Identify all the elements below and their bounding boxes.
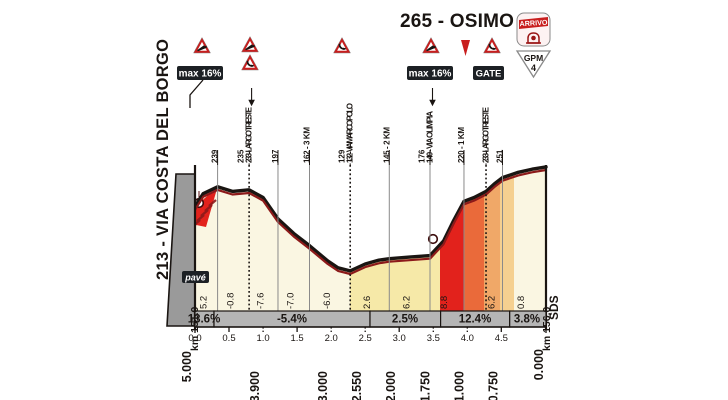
svg-text:239: 239 [211, 149, 220, 163]
svg-text:3.0: 3.0 [393, 333, 406, 344]
svg-text:251: 251 [496, 149, 505, 163]
svg-text:2.6: 2.6 [362, 296, 373, 309]
svg-text:6.2: 6.2 [402, 296, 413, 309]
svg-text:149 - VIA OLIMPIA: 149 - VIA OLIMPIA [426, 111, 435, 163]
svg-text:1.0: 1.0 [256, 333, 269, 344]
svg-text:233 - LARGO TRIESTE: 233 - LARGO TRIESTE [245, 106, 254, 163]
svg-text:12.4%: 12.4% [459, 314, 492, 326]
svg-text:0.000: 0.000 [532, 349, 546, 380]
svg-text:GPM: GPM [524, 53, 543, 63]
svg-text:max 16%: max 16% [409, 68, 452, 79]
svg-text:4.5: 4.5 [495, 333, 508, 344]
svg-text:2.550: 2.550 [350, 371, 364, 400]
svg-text:1.5: 1.5 [290, 333, 303, 344]
svg-text:0.8: 0.8 [516, 296, 527, 309]
svg-text:pavé: pavé [184, 272, 206, 282]
svg-text:1.000: 1.000 [452, 371, 466, 400]
svg-text:3.000: 3.000 [316, 371, 330, 400]
svg-text:233 - LARGO TRIESTE: 233 - LARGO TRIESTE [482, 106, 491, 163]
svg-text:2.000: 2.000 [384, 371, 398, 400]
svg-text:SDS: SDS [547, 295, 561, 320]
svg-text:5.000: 5.000 [180, 351, 194, 382]
svg-text:4: 4 [531, 63, 536, 73]
svg-text:2.0: 2.0 [325, 333, 338, 344]
svg-text:4.0: 4.0 [461, 333, 474, 344]
svg-text:197: 197 [271, 149, 280, 163]
svg-text:-6.0: -6.0 [322, 293, 333, 309]
svg-text:132 - VIA MARCO POLO: 132 - VIA MARCO POLO [346, 103, 355, 163]
svg-text:162 - 3 KM: 162 - 3 KM [303, 127, 312, 163]
svg-text:1.750: 1.750 [418, 371, 432, 400]
svg-text:6.2: 6.2 [486, 296, 497, 309]
svg-text:-0.8: -0.8 [225, 293, 236, 309]
svg-text:-7.6: -7.6 [256, 293, 267, 309]
svg-text:265 - OSIMO: 265 - OSIMO [400, 11, 514, 32]
svg-text:2.5%: 2.5% [392, 314, 418, 326]
svg-text:max 16%: max 16% [179, 68, 222, 79]
svg-text:GATE: GATE [476, 68, 502, 79]
svg-text:3.5: 3.5 [427, 333, 440, 344]
svg-text:-5.4%: -5.4% [277, 314, 307, 326]
svg-text:-7.0: -7.0 [286, 293, 297, 309]
svg-text:8.8: 8.8 [439, 296, 450, 309]
svg-text:km 151.0: km 151.0 [189, 306, 201, 351]
svg-text:213 - VIA COSTA DEL BORGO: 213 - VIA COSTA DEL BORGO [154, 39, 172, 280]
svg-text:0.5: 0.5 [222, 333, 235, 344]
svg-text:2.5: 2.5 [359, 333, 372, 344]
svg-text:ARRIVO: ARRIVO [519, 18, 548, 28]
svg-text:3.900: 3.900 [248, 371, 262, 400]
svg-text:5.2: 5.2 [198, 296, 209, 309]
svg-text:0.750: 0.750 [486, 371, 500, 400]
svg-text:145 - 2 KM: 145 - 2 KM [382, 127, 391, 163]
svg-text:220 - 1 KM: 220 - 1 KM [457, 127, 466, 163]
svg-text:3.8%: 3.8% [514, 314, 540, 326]
